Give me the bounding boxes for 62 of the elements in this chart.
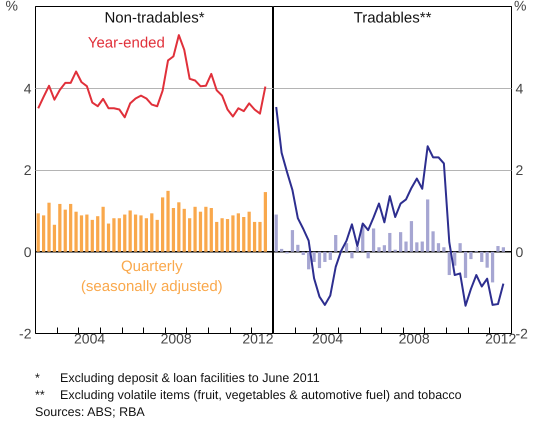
bar	[334, 234, 338, 252]
bar	[350, 252, 354, 258]
bar	[290, 230, 294, 252]
x-tick-label: 2012	[242, 330, 274, 346]
x-tick-label: 2008	[398, 330, 430, 346]
y-axis-title: %	[514, 0, 527, 14]
y-tick-label: 0	[24, 244, 32, 260]
text: ** Excluding volatile items (fruit, vegetables & automotive fuel) and tobacco	[35, 388, 462, 402]
bar	[448, 252, 451, 276]
bar	[366, 252, 370, 258]
y-tick-label: 0	[516, 244, 524, 260]
y-tick-label: -2	[19, 326, 32, 342]
x-tick-label: 2004	[312, 330, 344, 346]
bar	[344, 243, 348, 252]
bar	[356, 246, 359, 252]
line-series	[275, 106, 504, 307]
bar	[496, 246, 500, 252]
bar	[372, 228, 376, 252]
bar	[312, 252, 316, 262]
bar	[274, 214, 278, 252]
y-tick-label: 4	[24, 80, 32, 96]
y-tick-label: 4	[516, 80, 524, 96]
x-tick-label: 2012	[485, 330, 516, 346]
bar	[280, 248, 284, 252]
chart-title: Tradables**	[354, 10, 432, 26]
y-axis-title: %	[6, 0, 18, 14]
bar	[296, 244, 300, 252]
bar	[415, 242, 418, 252]
bar	[426, 199, 430, 252]
chart-title: Non-tradables*	[104, 10, 205, 26]
bar	[328, 252, 332, 260]
bar	[442, 247, 446, 252]
bar	[307, 252, 310, 270]
y-tick-label: 2	[24, 162, 32, 178]
bar	[464, 252, 468, 278]
bar	[502, 247, 506, 252]
bar	[453, 252, 456, 266]
bar	[377, 247, 381, 252]
bar	[404, 242, 408, 252]
bar	[323, 252, 327, 262]
series-label: Year-ended	[88, 34, 165, 52]
bar	[486, 252, 489, 268]
bar	[480, 252, 484, 262]
text: * Excluding deposit & loan facilities to June 2011	[35, 371, 320, 385]
bar	[490, 252, 494, 282]
bar	[458, 243, 462, 252]
x-tick-label: 2008	[160, 330, 192, 346]
bar	[318, 252, 322, 268]
bar	[388, 232, 392, 252]
y-tick-label: -2	[516, 326, 528, 342]
bar	[431, 231, 435, 252]
bar	[410, 221, 414, 252]
bar	[436, 243, 440, 252]
bar	[420, 242, 424, 252]
bar	[382, 245, 386, 252]
bar	[398, 232, 402, 252]
line-series	[37, 34, 266, 118]
x-tick-label: 2004	[74, 330, 106, 346]
bar	[302, 252, 305, 256]
y-tick-label: 2	[516, 162, 524, 178]
source-note: Sources: ABS; RBA	[35, 404, 146, 421]
series-label: Quarterly (seasonally adjusted)	[80, 258, 223, 296]
